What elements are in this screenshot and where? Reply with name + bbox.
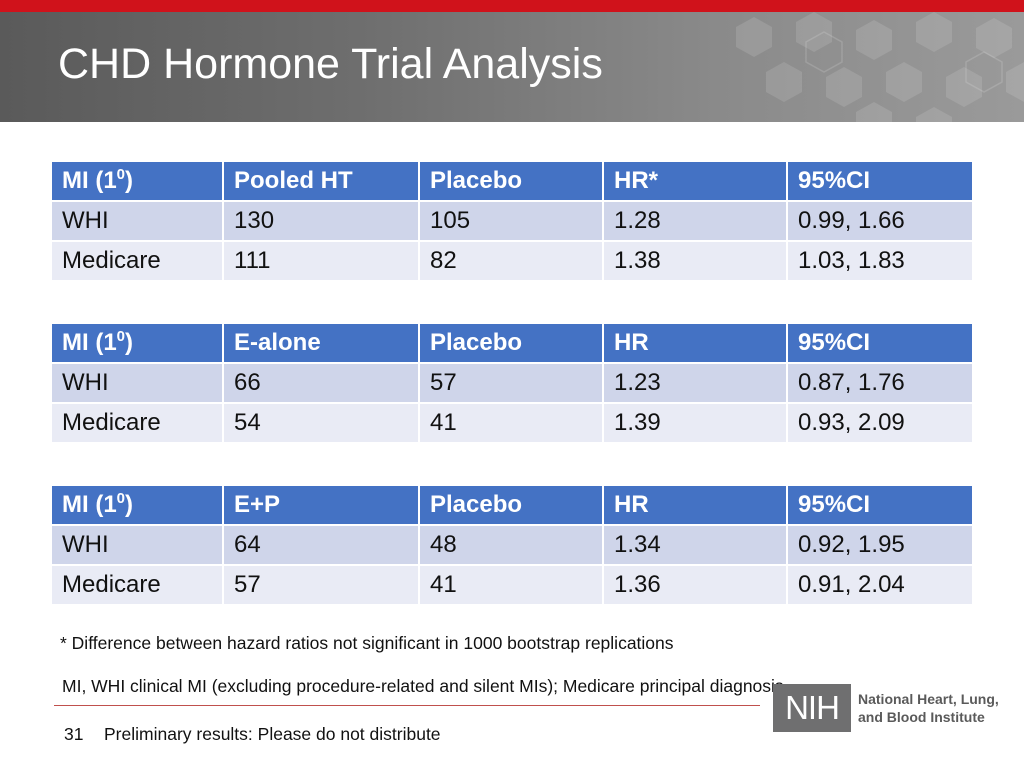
header-cell-ci: 95%CI [788, 486, 972, 526]
header-cell-placebo: Placebo [420, 324, 604, 364]
table-cell: 54 [224, 404, 420, 444]
header-cell-ci: 95%CI [788, 162, 972, 202]
header-cell-treatment: E-alone [224, 324, 420, 364]
title-banner: CHD Hormone Trial Analysis [0, 12, 1024, 122]
table-cell: Medicare [52, 566, 224, 606]
table-cell: 0.99, 1.66 [788, 202, 972, 242]
top-accent-bar [0, 0, 1024, 12]
table-cell: 1.38 [604, 242, 788, 282]
table-cell: 82 [420, 242, 604, 282]
e-alone-table: MI (10) E-alone Placebo HR 95%CI WHI 66 … [52, 324, 972, 444]
footer-divider [54, 705, 760, 706]
mi-definition-note: MI, WHI clinical MI (excluding procedure… [62, 676, 784, 696]
table-cell: 1.36 [604, 566, 788, 606]
table-cell: 1.23 [604, 364, 788, 404]
table-cell: 64 [224, 526, 420, 566]
institute-name-line-1: National Heart, Lung, [858, 691, 999, 707]
table-cell: 0.91, 2.04 [788, 566, 972, 606]
institute-name-line-2: and Blood Institute [858, 709, 985, 725]
header-cell-treatment: Pooled HT [224, 162, 420, 202]
header-cell-outcome: MI (10) [52, 324, 224, 364]
table-cell: WHI [52, 364, 224, 404]
table-cell: 130 [224, 202, 420, 242]
table-cell: 41 [420, 566, 604, 606]
table-row: WHI 64 48 1.34 0.92, 1.95 [52, 526, 972, 566]
page-number: 31 [64, 724, 84, 744]
header-cell-outcome: MI (10) [52, 486, 224, 526]
table-cell: 1.34 [604, 526, 788, 566]
table-cell: 0.93, 2.09 [788, 404, 972, 444]
table-header-row: MI (10) E-alone Placebo HR 95%CI [52, 324, 972, 364]
table-cell: Medicare [52, 404, 224, 444]
table-cell: 1.03, 1.83 [788, 242, 972, 282]
table-cell: 48 [420, 526, 604, 566]
table-cell: 111 [224, 242, 420, 282]
table-row: WHI 130 105 1.28 0.99, 1.66 [52, 202, 972, 242]
header-cell-placebo: Placebo [420, 486, 604, 526]
bootstrap-footnote: * Difference between hazard ratios not s… [60, 633, 674, 653]
header-cell-outcome: MI (10) [52, 162, 224, 202]
header-cell-treatment: E+P [224, 486, 420, 526]
institute-name: National Heart, Lung, and Blood Institut… [858, 690, 1018, 726]
table-cell: 105 [420, 202, 604, 242]
table-header-row: MI (10) Pooled HT Placebo HR* 95%CI [52, 162, 972, 202]
table-cell: 41 [420, 404, 604, 444]
table-cell: WHI [52, 526, 224, 566]
header-cell-ci: 95%CI [788, 324, 972, 364]
table-cell: 57 [420, 364, 604, 404]
header-cell-placebo: Placebo [420, 162, 604, 202]
table-cell: 57 [224, 566, 420, 606]
table-cell: 0.92, 1.95 [788, 526, 972, 566]
pooled-ht-table: MI (10) Pooled HT Placebo HR* 95%CI WHI … [52, 162, 972, 282]
table-row: Medicare 57 41 1.36 0.91, 2.04 [52, 566, 972, 606]
header-cell-hr: HR [604, 486, 788, 526]
table-header-row: MI (10) E+P Placebo HR 95%CI [52, 486, 972, 526]
e-plus-p-table: MI (10) E+P Placebo HR 95%CI WHI 64 48 1… [52, 486, 972, 606]
table-cell: WHI [52, 202, 224, 242]
table-cell: 66 [224, 364, 420, 404]
table-row: Medicare 54 41 1.39 0.93, 2.09 [52, 404, 972, 444]
table-cell: 1.28 [604, 202, 788, 242]
confidentiality-notice: Preliminary results: Please do not distr… [104, 724, 441, 744]
header-cell-hr: HR [604, 324, 788, 364]
table-cell: 1.39 [604, 404, 788, 444]
table-row: Medicare 111 82 1.38 1.03, 1.83 [52, 242, 972, 282]
slide-title: CHD Hormone Trial Analysis [58, 40, 603, 88]
table-row: WHI 66 57 1.23 0.87, 1.76 [52, 364, 972, 404]
header-cell-hr: HR* [604, 162, 788, 202]
table-cell: 0.87, 1.76 [788, 364, 972, 404]
nih-logo: NIH [773, 684, 851, 732]
table-cell: Medicare [52, 242, 224, 282]
hexagon-pattern-decoration [736, 12, 1024, 122]
